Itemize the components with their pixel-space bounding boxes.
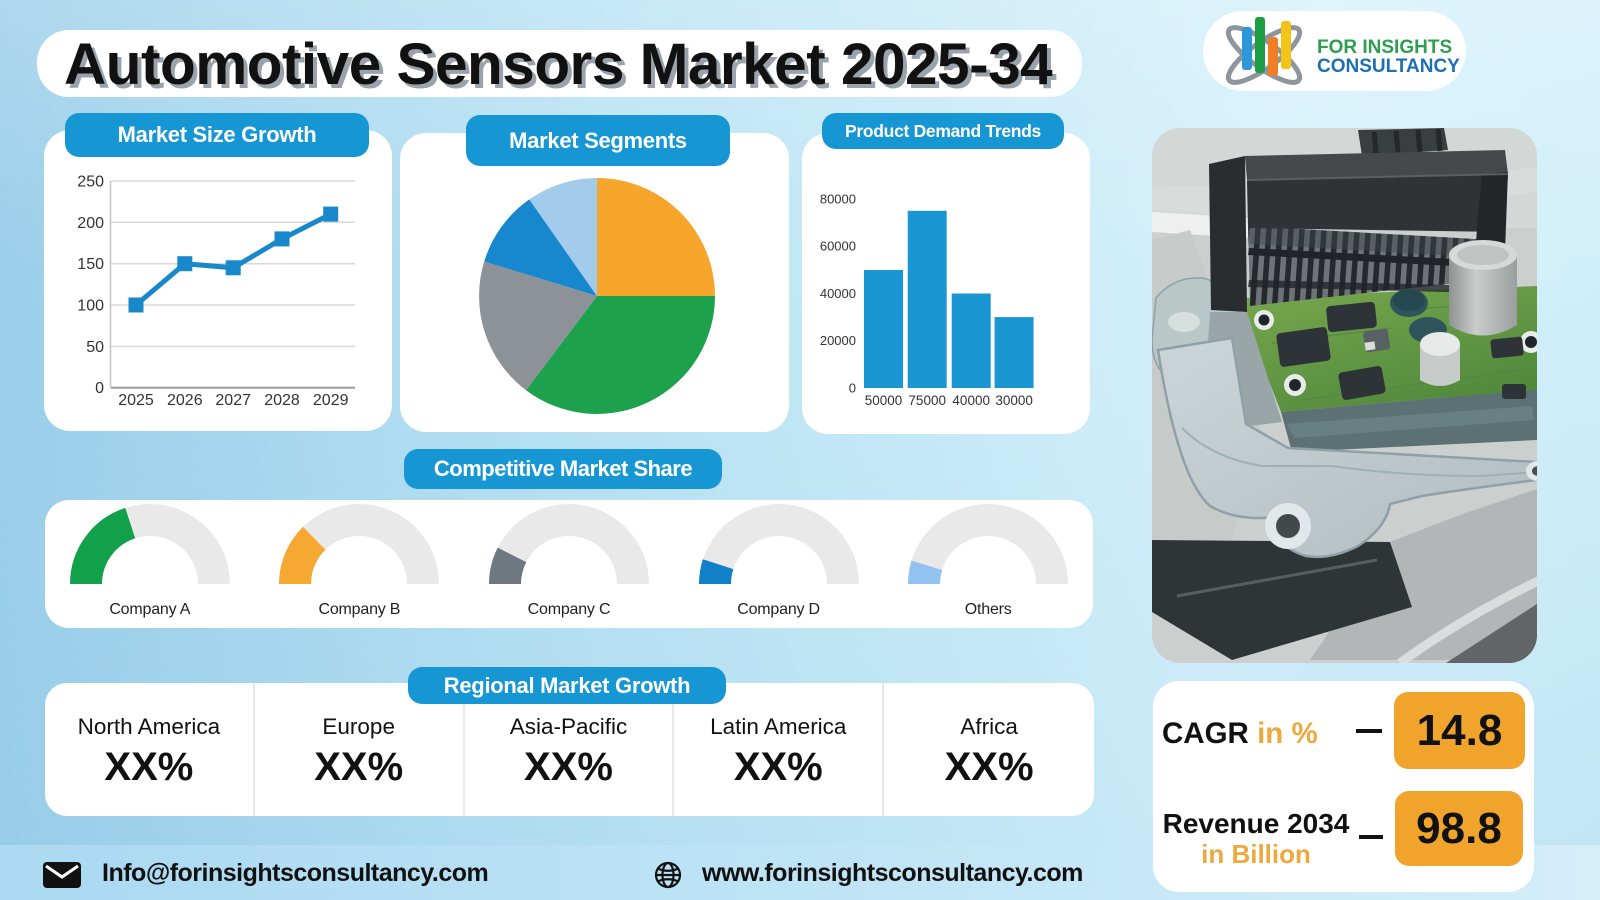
svg-text:0: 0 xyxy=(95,380,104,397)
svg-text:2026: 2026 xyxy=(167,392,203,409)
svg-text:100: 100 xyxy=(77,298,104,315)
svg-text:250: 250 xyxy=(77,174,104,191)
svg-text:2025: 2025 xyxy=(118,392,154,409)
svg-text:50000: 50000 xyxy=(865,393,903,408)
svg-text:80000: 80000 xyxy=(820,192,856,207)
svg-text:20000: 20000 xyxy=(820,333,856,348)
svg-text:200: 200 xyxy=(77,215,104,232)
svg-text:40000: 40000 xyxy=(952,393,990,408)
svg-text:40000: 40000 xyxy=(820,286,856,301)
svg-text:50: 50 xyxy=(86,339,104,356)
svg-text:0: 0 xyxy=(849,381,856,396)
svg-text:150: 150 xyxy=(77,256,104,273)
svg-text:2028: 2028 xyxy=(264,392,300,409)
svg-text:2029: 2029 xyxy=(313,392,349,409)
svg-text:60000: 60000 xyxy=(820,239,856,254)
svg-text:75000: 75000 xyxy=(908,393,946,408)
svg-text:2027: 2027 xyxy=(215,392,251,409)
svg-text:30000: 30000 xyxy=(995,393,1033,408)
